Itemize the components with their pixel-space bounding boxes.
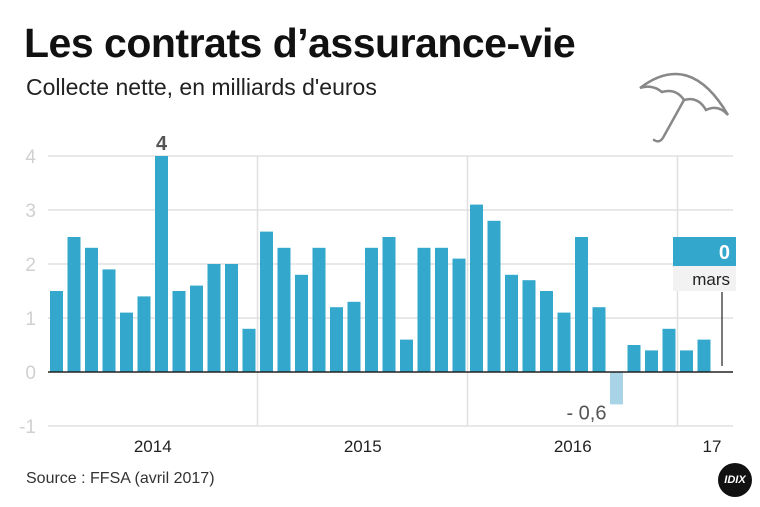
- bar: [627, 345, 641, 372]
- bar: [645, 350, 658, 372]
- bar: [155, 156, 168, 372]
- value-callout-box: [673, 237, 736, 266]
- data-label: 4: [156, 133, 168, 155]
- bar: [242, 328, 256, 372]
- x-year-label: 17: [703, 437, 722, 456]
- bar: [137, 296, 151, 372]
- bar: [417, 247, 431, 372]
- bar: [470, 204, 483, 372]
- bar: [190, 285, 203, 372]
- idix-logo: IDIX: [718, 463, 752, 497]
- bar: [610, 372, 623, 405]
- bar: [120, 312, 133, 372]
- source-note: Source : FFSA (avril 2017): [26, 470, 215, 487]
- bar: [50, 291, 63, 372]
- bar: [225, 264, 238, 372]
- y-tick-label: 2: [25, 255, 36, 276]
- bar: [85, 247, 98, 372]
- value-callout: 0: [719, 242, 730, 264]
- y-tick-label: 4: [25, 147, 36, 168]
- bar: [540, 291, 553, 372]
- bar: [207, 264, 221, 372]
- bar: [435, 247, 448, 372]
- umbrella-icon: [639, 72, 730, 143]
- month-label-box: [673, 266, 736, 291]
- y-tick-label: 0: [25, 363, 36, 384]
- bar: [662, 328, 676, 372]
- bar: [400, 339, 413, 372]
- bar: [277, 247, 291, 372]
- bar: [697, 339, 711, 372]
- month-label: mars: [692, 270, 730, 289]
- chart-title: Les contrats d’assurance-vie: [24, 20, 576, 66]
- y-tick-label: 3: [25, 201, 36, 222]
- data-label: - 0,6: [566, 402, 606, 424]
- bar: [102, 269, 116, 372]
- x-year-label: 2015: [344, 437, 382, 456]
- bar: [592, 307, 606, 372]
- bar: [67, 237, 81, 372]
- bar: [312, 247, 326, 372]
- bar: [347, 301, 361, 372]
- bar: [382, 237, 396, 372]
- y-tick-label: -1: [19, 417, 36, 438]
- bar: [452, 258, 466, 372]
- chart-subtitle: Collecte nette, en milliards d'euros: [26, 74, 377, 100]
- bar: [295, 274, 308, 372]
- bar: [487, 220, 501, 372]
- bar: [522, 280, 536, 372]
- bar: [260, 231, 273, 372]
- bar: [557, 312, 571, 372]
- bar: [330, 307, 343, 372]
- x-year-label: 2016: [554, 437, 592, 456]
- x-year-label: 2014: [134, 437, 172, 456]
- y-tick-label: 1: [25, 309, 36, 330]
- bar: [365, 247, 378, 372]
- bar: [680, 350, 693, 372]
- bar: [505, 274, 518, 372]
- bar: [172, 291, 186, 372]
- bar: [575, 237, 588, 372]
